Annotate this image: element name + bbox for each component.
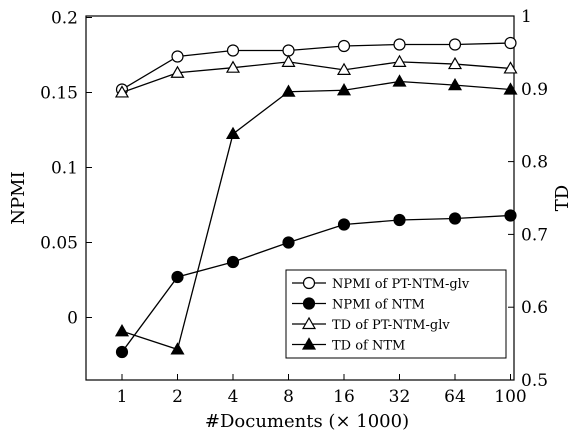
data-point [337,39,351,53]
data-point [171,270,184,284]
data-point [503,82,518,95]
x-tick-label: 4 [228,387,239,407]
y-right-tick-label: 0.8 [521,153,548,173]
data-point [336,62,352,75]
data-point [170,65,185,78]
data-point [281,54,296,67]
x-tick-label: 1 [117,387,128,407]
series-line [121,61,511,94]
y-right-tick-label: 0.7 [521,225,548,245]
legend-marker [302,297,316,310]
legend-marker [302,276,316,290]
data-point [114,85,130,98]
legend-label: TD of NTM [332,339,405,354]
legend-label: NPMI of PT-NTM-glv [332,277,470,292]
x-tick-label: 8 [283,387,294,407]
data-point [504,36,517,50]
y-left-tick-label: 0 [67,309,78,329]
data-point [282,44,295,57]
data-point [281,84,296,97]
y-right-tick-label: 0.9 [521,80,548,100]
y-axis-right-title: TD [552,185,573,211]
y-right-tick-label: 0.5 [521,371,548,391]
y-right-tick-label: 1 [521,7,532,27]
data-point [448,38,462,51]
legend-box [285,269,507,359]
y-left-tick-label: 0.2 [51,9,78,29]
data-point [282,236,295,249]
data-point [392,74,407,87]
data-point [392,54,407,67]
series-layer [114,36,518,359]
series-1 [115,36,517,96]
data-point [114,324,130,337]
series-3 [114,54,518,98]
y-right-tick-label: 0.6 [521,298,548,318]
plot-frame [85,15,515,381]
x-tick-label: 32 [389,387,411,407]
y-axis-left-title: NPMI [8,171,29,224]
legend-entry: TD of NTM [292,337,405,354]
data-point [170,342,185,355]
y-left-tick-label: 0.1 [51,159,78,179]
data-point [336,83,352,96]
data-point [225,60,241,73]
data-point [447,77,463,91]
data-point [393,213,406,227]
y-left-tick-label: 0.15 [40,84,78,104]
data-point [225,126,241,140]
x-tick-label: 2 [172,387,183,407]
axes: 0.2 0.15 0.1 0.05 0 1 0.9 0.8 0.7 0.6 0.5 1 2 4 8 16 32 6… [40,7,548,407]
y-left-tick-label: 0.05 [40,234,78,254]
legend-entry: NPMI of PT-NTM-glv [292,276,470,292]
legend-marker [301,337,317,350]
data-point [171,50,184,63]
data-point [503,61,518,74]
series-2 [115,209,517,359]
series-line [121,214,511,353]
x-tick-label: 16 [333,387,355,407]
data-point [504,209,517,222]
legend-entry: NPMI of NTM [292,297,425,313]
x-tick-label: 100 [494,387,526,407]
x-axis-title: #Documents (× 1000) [205,411,409,432]
series-line [121,80,511,351]
data-point [337,218,351,231]
x-tick-label: 64 [444,387,466,407]
legend-marker [301,316,317,330]
legend-label: TD of PT-NTM-glv [332,318,450,333]
series-line [121,42,511,91]
data-point [448,212,462,225]
data-point [447,56,463,70]
series-4 [114,74,518,355]
data-point [393,38,406,51]
legend-label: NPMI of NTM [332,298,425,313]
data-point [115,345,129,359]
data-point [226,44,240,57]
legend-entry: TD of PT-NTM-glv [292,316,450,333]
data-point [226,255,240,269]
legend: NPMI of PT-NTM-glv NPMI of NTM TD of PT-NT… [285,269,507,359]
